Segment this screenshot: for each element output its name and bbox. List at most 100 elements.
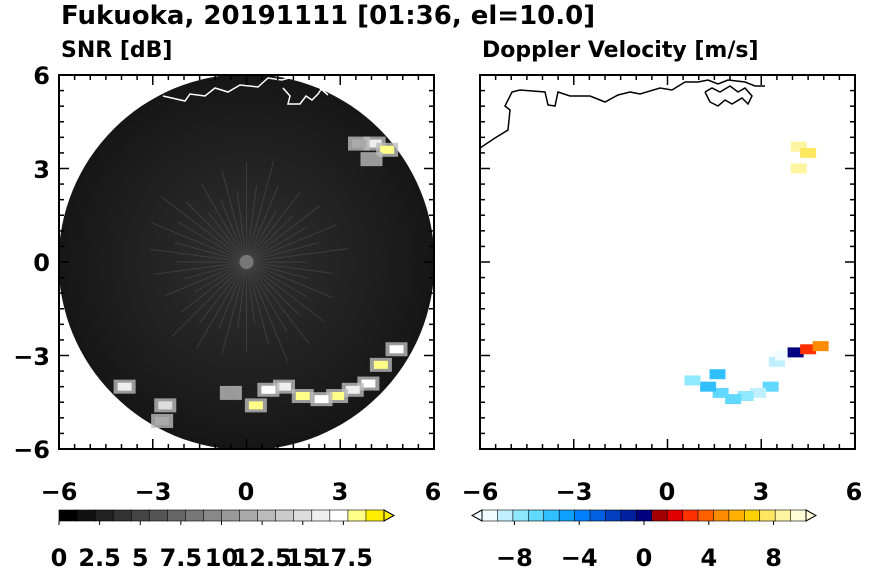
radial-streak (151, 222, 247, 263)
radial-streak (176, 221, 247, 263)
snr-echo (295, 392, 310, 401)
snr-radar-center (239, 255, 254, 269)
doppler-echoes (684, 141, 829, 405)
colorbar-tick-label: 8 (765, 544, 782, 570)
radial-streak (246, 261, 269, 345)
colorbar-segment (167, 509, 187, 522)
colorbar-segment (790, 509, 807, 522)
x-tick-label: −6 (41, 478, 78, 506)
snr-echo (361, 379, 376, 388)
snr-colorbar (58, 509, 396, 525)
snr-radial-streaks (149, 160, 349, 362)
doppler-axis-ticks (479, 74, 856, 450)
colorbar-segment (293, 509, 313, 522)
radial-streak (186, 201, 247, 263)
snr-echo (389, 345, 404, 354)
colorbar-tick-label: 0 (51, 544, 68, 570)
snr-echo (158, 401, 173, 410)
radial-streak (208, 212, 247, 263)
colorbar-segment (574, 509, 591, 522)
radial-streak (246, 261, 310, 280)
radial-streak (246, 185, 279, 263)
radial-streak (246, 205, 321, 263)
colorbar-segment (481, 509, 499, 522)
radial-streak (183, 261, 247, 280)
colorbar-segment (743, 509, 761, 522)
colorbar-segment (682, 509, 699, 522)
radial-streak (246, 226, 308, 263)
colorbar-tick-label: 12.5 (233, 544, 292, 570)
radial-streak (221, 170, 247, 263)
radial-streak (246, 261, 287, 332)
colorbar-segment (112, 509, 133, 522)
doppler-echo (812, 341, 829, 352)
colorbar-tick-label: 2.5 (78, 544, 121, 570)
doppler-echo (709, 369, 726, 380)
colorbar-segment (221, 509, 241, 522)
colorbar-segment (666, 509, 684, 522)
colorbar-segment (635, 509, 653, 522)
doppler-echo (768, 356, 785, 367)
radial-streak (194, 261, 247, 293)
doppler-echo (762, 381, 779, 392)
colorbar-segment (774, 509, 792, 522)
snr-echo (314, 395, 329, 404)
radial-streak (246, 248, 349, 263)
doppler-panel-title: Doppler Velocity [m/s] (482, 38, 759, 63)
colorbar-segment (130, 509, 151, 522)
doppler-echo (800, 147, 817, 158)
doppler-coastline (480, 79, 765, 149)
snr-echo (367, 139, 382, 148)
colorbar-segment (185, 509, 205, 522)
doppler-colorbar-labels: −8 −4 0 4 8 (496, 544, 782, 570)
colorbar-tick-label: −8 (496, 544, 533, 570)
radial-streak (236, 190, 247, 263)
snr-echoes (113, 136, 408, 428)
colorbar-segment (94, 509, 114, 522)
doppler-echo (790, 163, 807, 174)
doppler-echo (725, 394, 742, 405)
radial-streak (246, 261, 300, 316)
radial-streak (196, 261, 247, 349)
colorbar-segment (148, 509, 169, 522)
colorbar-segment (497, 509, 514, 522)
colorbar-tick-label: −4 (561, 544, 598, 570)
radial-streak (246, 261, 334, 274)
radial-streak (154, 261, 247, 275)
radial-streak (246, 242, 320, 263)
colorbar-segment (365, 509, 385, 522)
doppler-echo (750, 387, 767, 398)
radial-streak (171, 261, 247, 337)
doppler-colorbar (470, 509, 818, 525)
colorbar-segment (728, 509, 746, 522)
colorbar-arrow-right (805, 509, 818, 522)
radial-streak (246, 215, 293, 263)
colorbar-tick-label: 4 (700, 544, 717, 570)
x-tick-label: 0 (238, 478, 255, 506)
colorbar-segment (713, 509, 730, 522)
doppler-echo (787, 347, 804, 358)
doppler-echo (800, 344, 817, 355)
colorbar-segment (239, 509, 259, 522)
colorbar-tick-label: 0 (636, 544, 653, 570)
radial-streak (237, 261, 247, 329)
snr-echo (352, 139, 366, 148)
doppler-plot-frame-bg (480, 75, 855, 449)
radial-streak (165, 261, 247, 296)
colorbar-segment (589, 509, 607, 522)
x-tick-label: −3 (135, 478, 172, 506)
snr-echo (248, 401, 263, 410)
y-tick-label: 0 (33, 249, 50, 277)
snr-echo (277, 382, 291, 391)
colorbar-arrow-left (470, 509, 483, 522)
x-tick-label: −3 (556, 478, 593, 506)
radial-streak (246, 185, 258, 263)
colorbar-tick-label: 5 (132, 544, 149, 570)
x-tick-label: 3 (753, 478, 770, 506)
radial-streak (180, 261, 247, 313)
x-tick-label: −6 (462, 478, 499, 506)
snr-echo (345, 385, 360, 394)
doppler-echo (684, 375, 701, 386)
